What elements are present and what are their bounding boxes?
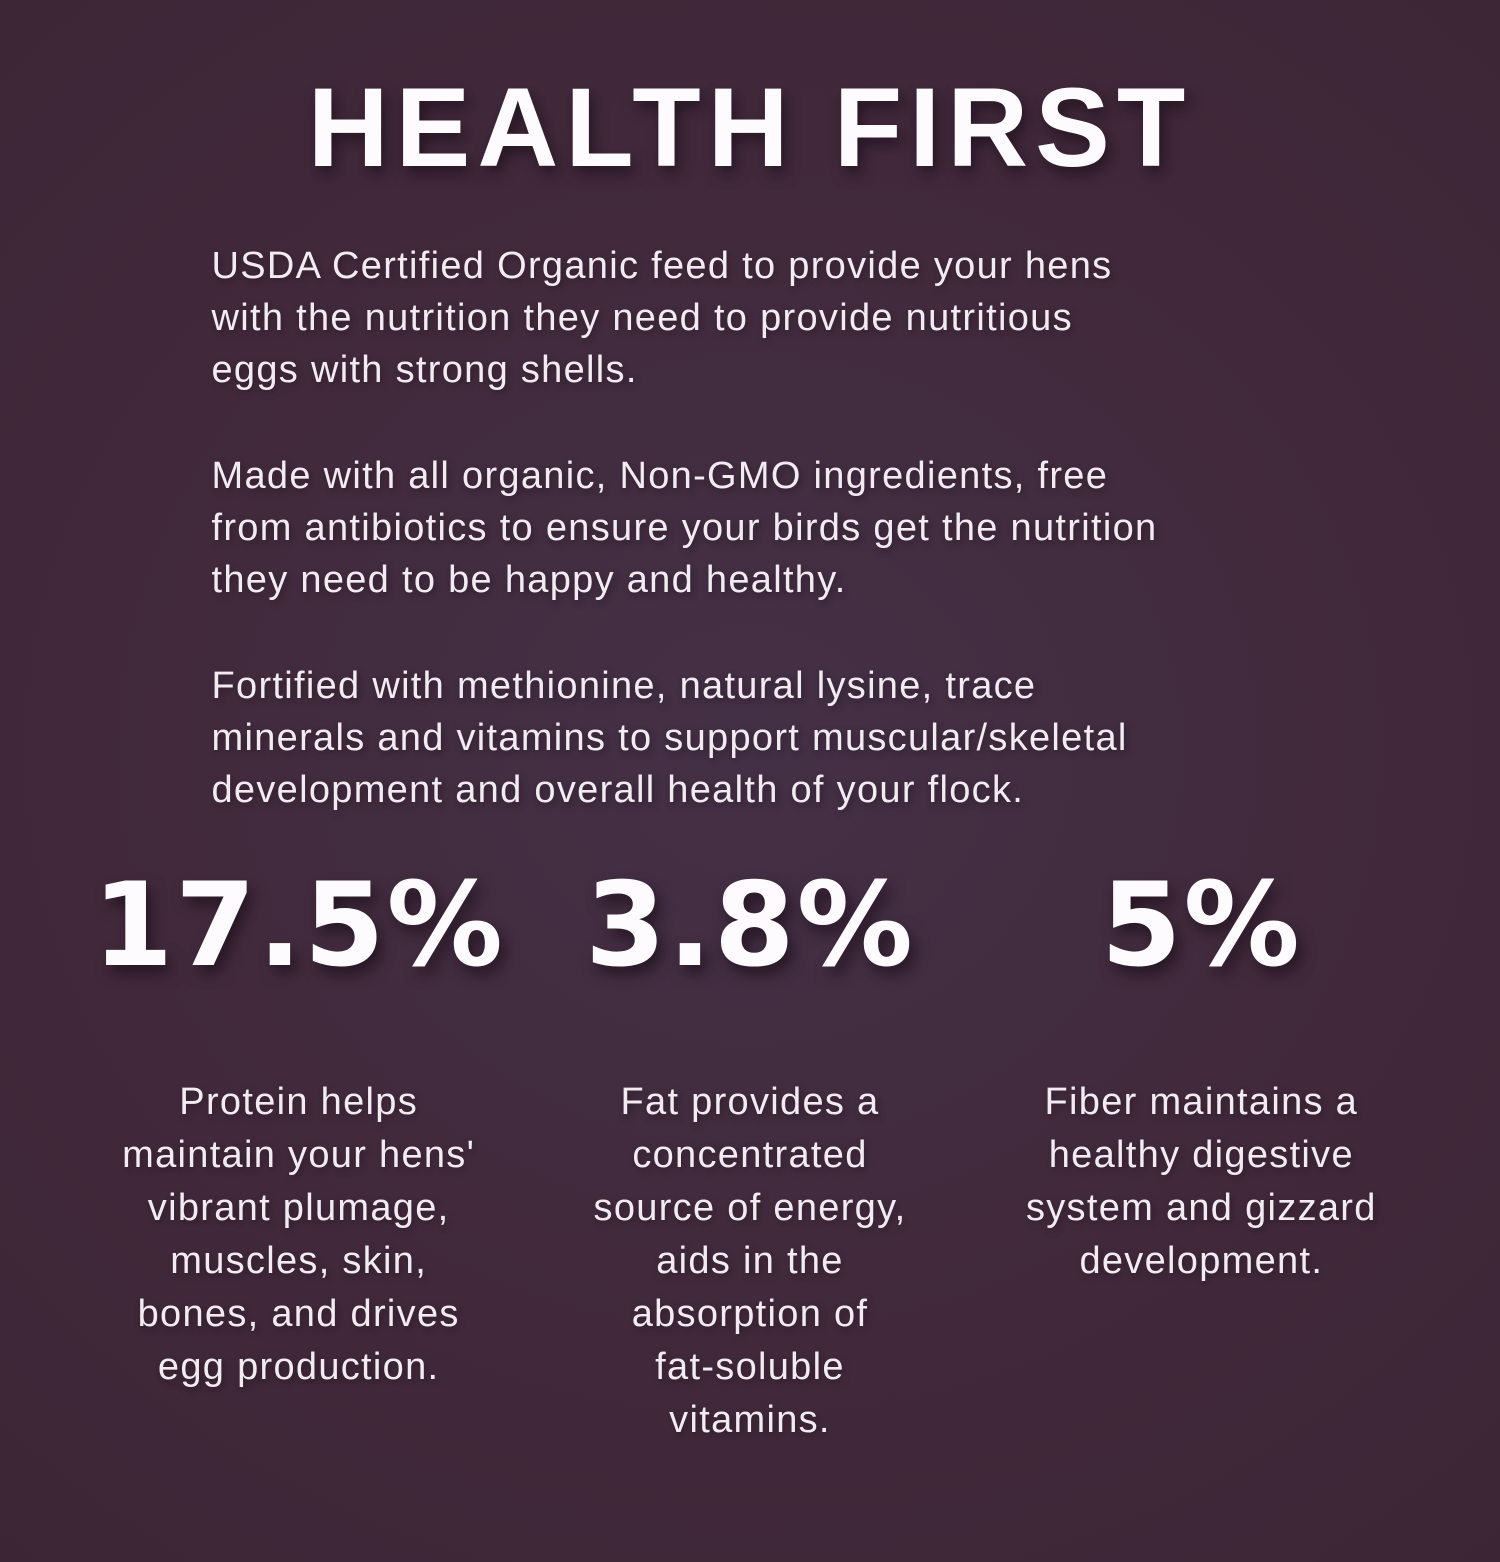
stat-description-protein: Protein helps maintain your hens' vibran… (122, 1076, 475, 1394)
stat-value-fiber: 5% (1100, 858, 1302, 994)
stat-description-line: muscles, skin, (170, 1240, 428, 1283)
stat-description-line: maintain your hens' (122, 1134, 476, 1177)
stat-description-line: bones, and drives (137, 1293, 460, 1336)
paragraph-line: Made with all organic, Non-GMO ingredien… (211, 455, 1109, 498)
paragraph-line: with the nutrition they need to provide … (211, 297, 1073, 340)
paragraph-non-gmo: Made with all organic, Non-GMO ingredien… (212, 450, 1297, 606)
stat-description-line: Protein helps (179, 1081, 418, 1124)
stat-fiber: 5% Fiber maintains a healthy digestive s… (991, 868, 1412, 1447)
stat-description-line: Fiber maintains a (1044, 1081, 1359, 1124)
stat-description-fat: Fat provides a concentrated source of en… (594, 1076, 907, 1447)
health-first-infographic: HEALTH FIRST USDA Certified Organic feed… (0, 62, 1500, 1562)
stat-description-line: source of energy, (593, 1187, 907, 1230)
paragraph-line: Fortified with methionine, natural lysin… (211, 665, 1037, 708)
stat-description-line: development. (1079, 1240, 1324, 1283)
paragraph-line: USDA Certified Organic feed to provide y… (211, 245, 1113, 288)
nutrition-stats: 17.5% Protein helps maintain your hens' … (0, 868, 1500, 1447)
paragraph-fortified: Fortified with methionine, natural lysin… (212, 660, 1297, 816)
paragraph-usda-organic: USDA Certified Organic feed to provide y… (212, 240, 1297, 396)
stat-value-fat: 3.8% (585, 858, 915, 994)
stat-description-line: vibrant plumage, (147, 1187, 450, 1230)
intro-paragraphs: USDA Certified Organic feed to provide y… (204, 240, 1297, 816)
stat-description-line: egg production. (157, 1346, 440, 1389)
paragraph-line: they need to be happy and healthy. (211, 559, 847, 602)
paragraph-line: minerals and vitamins to support muscula… (211, 717, 1128, 760)
stat-description-line: aids in the (656, 1240, 844, 1283)
paragraph-line: from antibiotics to ensure your birds ge… (211, 507, 1158, 550)
paragraph-line: eggs with strong shells. (211, 349, 638, 392)
stat-value-protein: 17.5% (92, 858, 505, 994)
page-title: HEALTH FIRST (307, 65, 1193, 190)
stat-description-line: system and gizzard (1025, 1187, 1377, 1230)
stat-description-line: absorption of (631, 1293, 869, 1336)
stat-description-line: concentrated (632, 1134, 868, 1177)
stat-description-line: healthy digestive (1048, 1134, 1354, 1177)
stat-description-line: Fat provides a (620, 1081, 880, 1124)
stat-description-line: vitamins. (669, 1399, 831, 1442)
paragraph-line: development and overall health of your f… (211, 769, 1025, 812)
stat-fat: 3.8% Fat provides a concentrated source … (539, 868, 960, 1447)
stat-description-line: fat-soluble (655, 1346, 845, 1389)
stat-protein: 17.5% Protein helps maintain your hens' … (88, 868, 509, 1447)
stat-description-fiber: Fiber maintains a healthy digestive syst… (1026, 1076, 1377, 1288)
